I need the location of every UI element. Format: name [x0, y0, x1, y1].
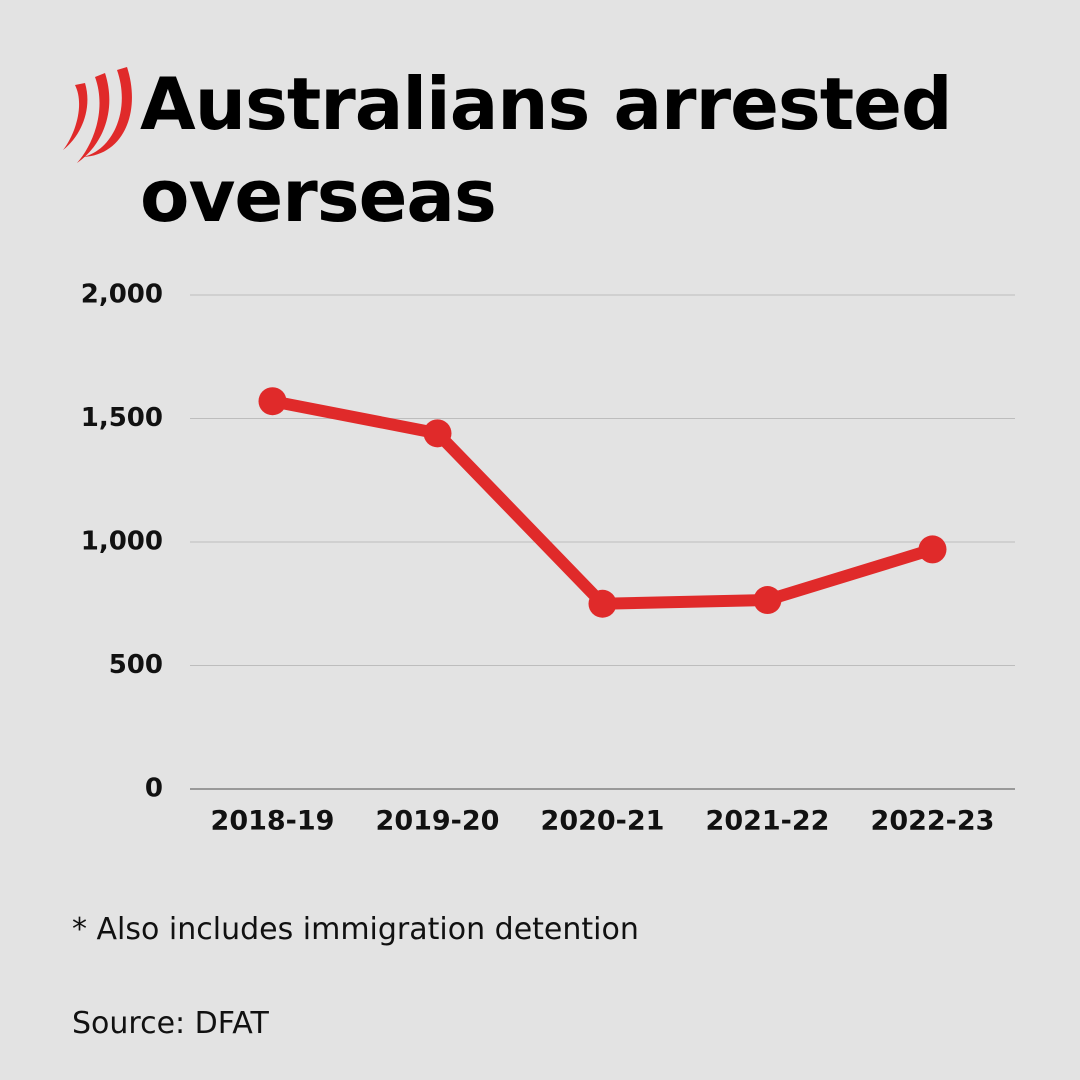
line — [271, 395, 935, 610]
y-tick-label: 2,000 — [81, 280, 163, 310]
point — [918, 535, 947, 564]
point — [588, 589, 617, 618]
x-tick-label: 2020-21 — [541, 806, 665, 837]
logo-stroke — [77, 73, 110, 163]
y-tick-label: 0 — [145, 774, 163, 804]
y-tick-label: 500 — [109, 650, 163, 680]
point — [753, 586, 782, 615]
y-tick-label: 1,500 — [81, 403, 163, 433]
logo-stroke — [83, 67, 132, 157]
note: * Also includes immigration detention — [72, 912, 639, 947]
x-tick-label: 2021-22 — [706, 806, 830, 837]
x-tick-label: 2019-20 — [376, 806, 500, 837]
logo-stroke — [63, 83, 88, 150]
y-tick-label: 1,000 — [81, 527, 163, 557]
chart: 0 500 1,000 1,500 2,000 2018-19 2019-20 2020-21… — [81, 280, 1015, 837]
logo — [63, 67, 132, 163]
x-tick-label: 2018-19 — [211, 806, 335, 837]
source: Source: DFAT — [72, 1006, 269, 1041]
x-tick-label: 2022-23 — [871, 806, 995, 837]
point — [258, 387, 287, 416]
point — [423, 419, 452, 448]
chart-title: Australians arrested overseas — [140, 62, 953, 238]
